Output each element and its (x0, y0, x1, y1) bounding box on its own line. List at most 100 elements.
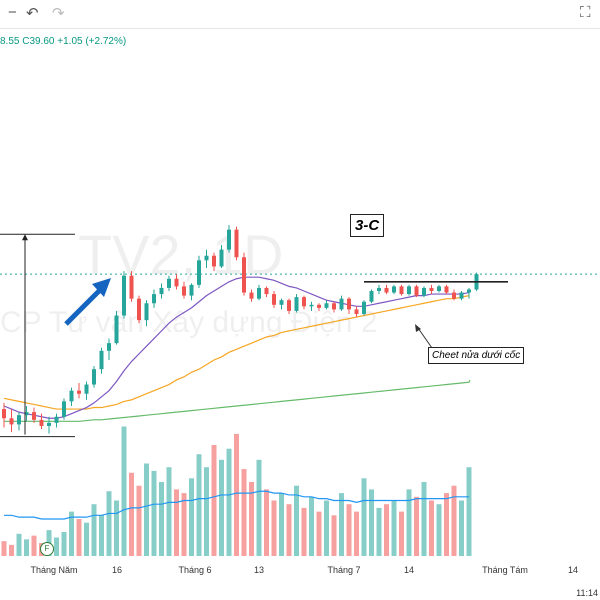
candle-body (24, 412, 29, 416)
volume-bar (294, 485, 299, 556)
candle-body (92, 369, 96, 385)
candle-body (182, 286, 186, 296)
volume-bar (1, 541, 7, 556)
candle-body (159, 287, 164, 295)
chart-toolbar: − ↶ ↷ ⛶ (0, 0, 600, 29)
volume-bar (114, 500, 119, 556)
volume-bar (31, 535, 37, 556)
candle-body (324, 303, 329, 308)
candle-body (437, 286, 441, 291)
candle-body (54, 416, 59, 423)
candle-body (272, 294, 276, 305)
volume-bar (84, 522, 89, 556)
volume-bar (421, 482, 427, 556)
candle-body (362, 301, 366, 314)
volume-bar (279, 493, 284, 556)
candle-body (17, 415, 21, 425)
candle-body (347, 298, 351, 310)
candle-body (99, 350, 104, 370)
candle-body (302, 297, 306, 307)
measure-arrowhead (22, 234, 28, 241)
candle-body (257, 287, 261, 299)
candle-body (114, 315, 119, 344)
candle-body (264, 287, 269, 295)
candle-body (144, 303, 149, 321)
volume-bar (354, 511, 359, 556)
volume-bars (1, 426, 472, 556)
volume-bar (129, 472, 134, 556)
volume-bar (204, 467, 209, 556)
candle-body (459, 292, 464, 299)
volume-bar (219, 459, 224, 556)
candle-body (242, 257, 246, 293)
event-marker[interactable]: F (40, 542, 54, 556)
volume-bar (234, 433, 239, 556)
volume-bar (159, 482, 164, 556)
x-tick: Tháng 6 (178, 565, 212, 575)
watermark-company: CP Tư vấn Xây dựng Điện 2 (0, 306, 378, 339)
minus-icon[interactable]: − (8, 4, 17, 21)
candle-body (62, 401, 66, 417)
candle-body (9, 418, 14, 425)
drawings (0, 233, 508, 438)
candle-body (369, 291, 374, 302)
candle-body (227, 229, 231, 250)
candle-body (309, 304, 314, 307)
candle-body (189, 284, 194, 296)
volume-bar (54, 537, 59, 556)
fullscreen-icon[interactable]: ⛶ (580, 4, 591, 21)
volume-bar (436, 504, 442, 556)
candle-body (152, 294, 156, 304)
volume-ma-line (4, 490, 469, 520)
volume-bar (361, 478, 367, 556)
candle-body (39, 419, 44, 426)
x-tick: 13 (253, 565, 265, 575)
candle-body (422, 287, 426, 296)
volume-bar (346, 504, 352, 556)
candle-body (77, 390, 81, 394)
candle-body (32, 412, 36, 420)
candle-body (377, 287, 381, 291)
candle-body (47, 422, 51, 426)
candle-body (234, 229, 239, 258)
candle-body (452, 292, 456, 299)
volume-bar (61, 531, 67, 556)
volume-bar (414, 496, 419, 556)
volume-bar (189, 478, 194, 556)
candle-body (407, 286, 411, 295)
x-tick: 16 (111, 565, 123, 575)
watermark-symbol: TV2, 1D (78, 223, 284, 286)
candle-body (137, 298, 141, 321)
ma-short-line (3, 276, 470, 419)
candle-body (287, 300, 291, 311)
candle-body (129, 275, 134, 299)
x-tick: Tháng 7 (327, 565, 361, 575)
volume-bar (249, 482, 254, 556)
candle-body (107, 343, 111, 351)
volume-bar (9, 544, 14, 556)
candle-body (384, 287, 389, 293)
undo-icon[interactable]: ↶ (26, 5, 39, 22)
volume-bar (16, 533, 22, 556)
pattern-label[interactable]: 3-C (350, 214, 385, 237)
volume-bar (459, 500, 464, 556)
volume-bar (271, 500, 277, 556)
candle-body (174, 278, 179, 287)
candle-body (197, 260, 201, 285)
candle-body (279, 300, 284, 305)
candle-body (467, 289, 471, 293)
candle-body (212, 255, 216, 267)
candle-body (204, 255, 209, 261)
volume-bar (429, 500, 434, 556)
volume-bar (144, 463, 149, 556)
volume-bar (406, 489, 412, 556)
candle-body (2, 409, 6, 419)
annotation-label[interactable]: Cheet nửa dưới cốc (428, 347, 525, 364)
redo-icon[interactable]: ↷ (52, 5, 65, 22)
candle-body (167, 278, 171, 288)
x-axis: Tháng Năm 16 Tháng 6 13 Tháng 7 14 Tháng… (0, 560, 600, 600)
volume-bar (309, 496, 314, 556)
volume-bar (324, 500, 329, 556)
x-tick: 14 (403, 565, 415, 575)
